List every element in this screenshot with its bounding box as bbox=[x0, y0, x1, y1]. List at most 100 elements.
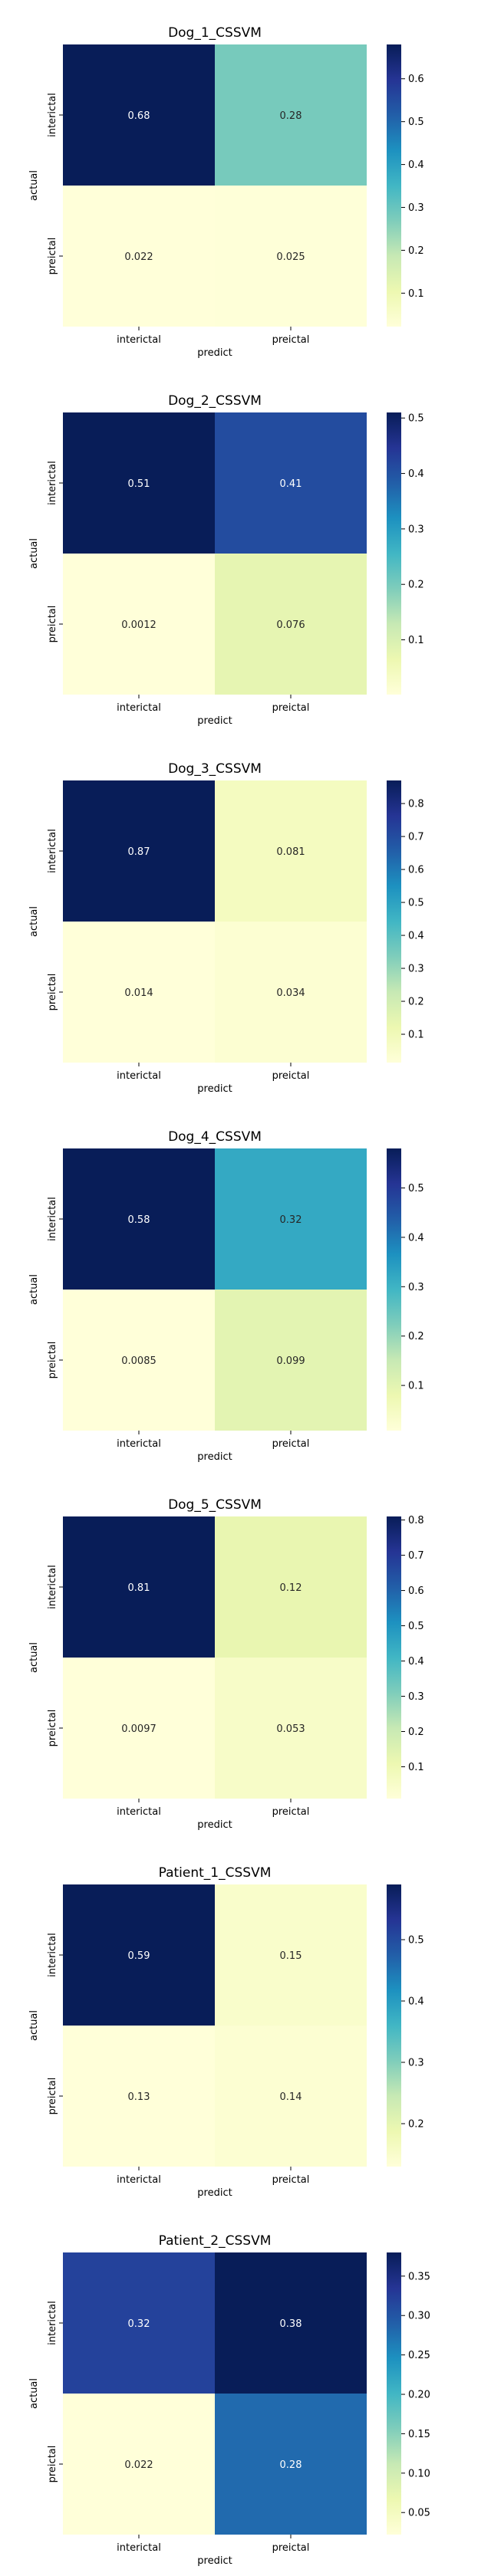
x-tick-label: preictal bbox=[272, 1806, 310, 1818]
colorbar-tick-label: 0.8 bbox=[408, 799, 424, 810]
heatmap-cell bbox=[215, 412, 367, 554]
colorbar bbox=[387, 1884, 401, 2167]
cell-value-label: 0.38 bbox=[280, 2318, 302, 2330]
chart-title: Patient_2_CSSVM bbox=[159, 2233, 272, 2249]
cell-value-label: 0.081 bbox=[276, 846, 305, 858]
cell-value-label: 0.12 bbox=[280, 1582, 302, 1594]
heatmap-cell bbox=[215, 1658, 367, 1799]
cell-value-label: 0.51 bbox=[128, 478, 150, 490]
colorbar-tick-label: 0.7 bbox=[408, 832, 424, 843]
colorbar-tick-label: 0.4 bbox=[408, 1656, 424, 1668]
cell-value-label: 0.41 bbox=[280, 478, 302, 490]
cell-value-label: 0.14 bbox=[280, 2091, 302, 2103]
y-tick-label: interictal bbox=[47, 829, 58, 873]
y-tick-label: preictal bbox=[47, 238, 58, 275]
cell-value-label: 0.022 bbox=[124, 2459, 153, 2471]
heatmap-cell bbox=[63, 1290, 215, 1431]
colorbar-tick-label: 0.1 bbox=[408, 635, 424, 646]
cell-value-label: 0.87 bbox=[128, 846, 150, 858]
colorbar-tick-label: 0.4 bbox=[408, 1996, 424, 2008]
colorbar-tick-label: 0.30 bbox=[408, 2311, 430, 2322]
x-axis-label: predict bbox=[197, 347, 232, 359]
cell-value-label: 0.0012 bbox=[121, 619, 157, 631]
x-tick-label: preictal bbox=[272, 1438, 310, 1450]
colorbar-tick-label: 0.5 bbox=[408, 1935, 424, 1947]
colorbar-tick-label: 0.6 bbox=[408, 74, 424, 85]
y-tick-label: interictal bbox=[47, 2301, 58, 2345]
colorbar-tick-label: 0.7 bbox=[408, 1550, 424, 1562]
heatmap-cell bbox=[215, 186, 367, 327]
colorbar-tick-label: 0.3 bbox=[408, 1282, 424, 1293]
y-axis-label: actual bbox=[28, 906, 40, 937]
y-tick-label: preictal bbox=[47, 974, 58, 1011]
heatmap-cell bbox=[215, 2252, 367, 2394]
cell-value-label: 0.68 bbox=[128, 110, 150, 122]
cell-value-label: 0.034 bbox=[276, 987, 305, 999]
y-axis-label: actual bbox=[28, 2010, 40, 2041]
x-tick-label: interictal bbox=[117, 334, 161, 346]
chart-title: Dog_1_CSSVM bbox=[168, 25, 262, 41]
colorbar-tick-label: 0.05 bbox=[408, 2508, 430, 2519]
cell-value-label: 0.28 bbox=[280, 2459, 302, 2471]
cell-value-label: 0.81 bbox=[128, 1582, 150, 1594]
x-axis-label: predict bbox=[197, 2555, 232, 2567]
colorbar-tick-label: 0.15 bbox=[408, 2429, 430, 2440]
heatmap-cell bbox=[63, 1148, 215, 1290]
cell-value-label: 0.13 bbox=[128, 2091, 150, 2103]
heatmap-cell bbox=[215, 780, 367, 922]
heatmap-panel: Dog_5_CSSVM 0.81 0.12 0.0097 0.053 interictal… bbox=[28, 1497, 424, 1831]
heatmap-cell bbox=[63, 412, 215, 554]
colorbar-tick-label: 0.2 bbox=[408, 245, 424, 257]
colorbar-tick-label: 0.2 bbox=[408, 580, 424, 591]
heatmap-cell bbox=[215, 554, 367, 695]
colorbar bbox=[387, 412, 401, 695]
colorbar-tick-label: 0.4 bbox=[408, 159, 424, 171]
chart-title: Dog_2_CSSVM bbox=[168, 393, 262, 409]
colorbar-tick-label: 0.1 bbox=[408, 1762, 424, 1773]
y-axis-label: actual bbox=[28, 1642, 40, 1673]
colorbar-tick-label: 0.3 bbox=[408, 524, 424, 535]
heatmap-cell bbox=[215, 2394, 367, 2535]
heatmap-cell bbox=[63, 1516, 215, 1658]
x-tick-label: interictal bbox=[117, 1070, 161, 1082]
heatmap-cell bbox=[63, 1884, 215, 2026]
heatmap-cell bbox=[215, 1884, 367, 2026]
colorbar-tick-label: 0.20 bbox=[408, 2390, 430, 2401]
colorbar bbox=[387, 1148, 401, 1431]
colorbar-tick-label: 0.1 bbox=[408, 288, 424, 300]
chart-title: Dog_3_CSSVM bbox=[168, 761, 262, 777]
y-axis-label: actual bbox=[28, 538, 40, 569]
colorbar-tick-label: 0.3 bbox=[408, 202, 424, 214]
x-tick-label: preictal bbox=[272, 334, 310, 346]
y-tick-label: preictal bbox=[47, 2446, 58, 2483]
heatmap-cell bbox=[63, 554, 215, 695]
x-axis-label: predict bbox=[197, 1819, 232, 1831]
y-axis-label: actual bbox=[28, 170, 40, 201]
y-axis-label: actual bbox=[28, 2378, 40, 2409]
y-tick-label: preictal bbox=[47, 1342, 58, 1379]
heatmap-cell bbox=[215, 1516, 367, 1658]
x-tick-label: interictal bbox=[117, 702, 161, 714]
colorbar-tick-label: 0.1 bbox=[408, 1030, 424, 1041]
chart-title: Dog_5_CSSVM bbox=[168, 1497, 262, 1513]
colorbar-tick-label: 0.2 bbox=[408, 997, 424, 1008]
heatmap-cell bbox=[63, 186, 215, 327]
heatmap-cell bbox=[215, 1148, 367, 1290]
chart-title: Patient_1_CSSVM bbox=[159, 1865, 272, 1881]
colorbar-tick-label: 0.2 bbox=[408, 1727, 424, 1738]
x-tick-label: preictal bbox=[272, 702, 310, 714]
cell-value-label: 0.076 bbox=[276, 619, 305, 631]
x-tick-label: preictal bbox=[272, 1070, 310, 1082]
cell-value-label: 0.28 bbox=[280, 110, 302, 122]
y-tick-label: interictal bbox=[47, 93, 58, 137]
cell-value-label: 0.15 bbox=[280, 1950, 302, 1962]
cell-value-label: 0.0085 bbox=[121, 1355, 157, 1367]
x-tick-label: interictal bbox=[117, 1438, 161, 1450]
colorbar-tick-label: 0.25 bbox=[408, 2350, 430, 2361]
heatmap-panel: Patient_1_CSSVM 0.59 0.15 0.13 0.14 intericta… bbox=[28, 1865, 424, 2199]
heatmap-panel: Dog_3_CSSVM 0.87 0.081 0.014 0.034 interictal… bbox=[28, 761, 424, 1095]
x-tick-label: preictal bbox=[272, 2542, 310, 2554]
cell-value-label: 0.58 bbox=[128, 1214, 150, 1226]
y-tick-label: interictal bbox=[47, 1197, 58, 1241]
